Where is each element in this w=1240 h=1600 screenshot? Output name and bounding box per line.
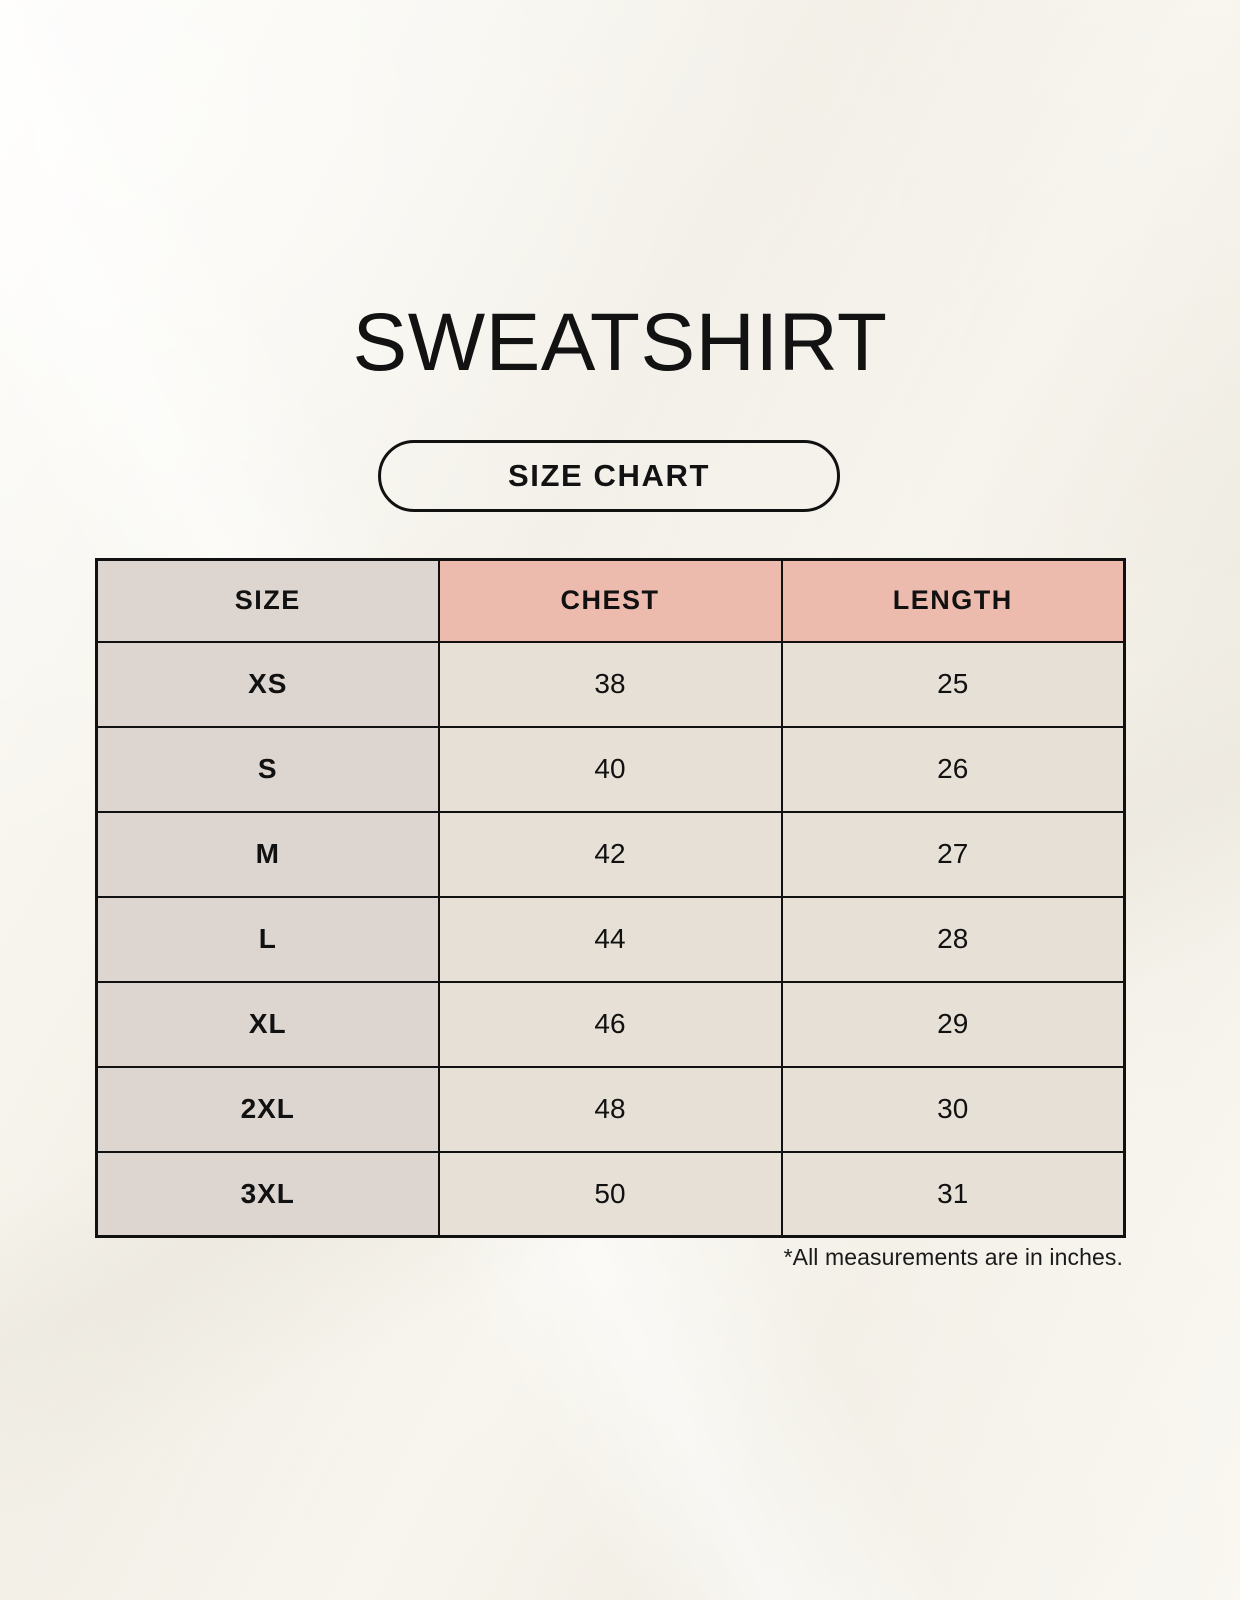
cell-chest: 46	[437, 980, 783, 1068]
size-chart-badge-label: SIZE CHART	[508, 458, 710, 493]
cell-size: 3XL	[95, 1150, 440, 1238]
cell-length: 25	[780, 640, 1126, 728]
column-header-length: LENGTH	[780, 558, 1126, 643]
cell-chest: 42	[437, 810, 783, 898]
page-title: SWEATSHIRT	[352, 297, 888, 388]
cell-length: 30	[780, 1065, 1126, 1153]
cell-chest: 44	[437, 895, 783, 983]
table-row: S 40 26	[95, 725, 1126, 813]
column-header-chest: CHEST	[437, 558, 783, 643]
table-row: XL 46 29	[95, 980, 1126, 1068]
size-table-header: SIZE CHEST LENGTH	[95, 558, 1126, 643]
measurement-note: *All measurements are in inches.	[783, 1244, 1123, 1270]
table-header-row: SIZE CHEST LENGTH	[95, 558, 1126, 643]
table-row: L 44 28	[95, 895, 1126, 983]
table-row: 2XL 48 30	[95, 1065, 1126, 1153]
cell-size: XS	[95, 640, 440, 728]
table-row: 3XL 50 31	[95, 1150, 1126, 1238]
size-table-body: XS 38 25 S 40 26 M 42 27 L 44 28	[95, 640, 1126, 1238]
cell-length: 31	[780, 1150, 1126, 1238]
cell-chest: 38	[437, 640, 783, 728]
size-chart-badge: SIZE CHART	[378, 440, 840, 512]
cell-size: S	[95, 725, 440, 813]
table-row: M 42 27	[95, 810, 1126, 898]
cell-size: L	[95, 895, 440, 983]
cell-length: 28	[780, 895, 1126, 983]
cell-length: 26	[780, 725, 1126, 813]
table-row: XS 38 25	[95, 640, 1126, 728]
cell-chest: 40	[437, 725, 783, 813]
cell-length: 27	[780, 810, 1126, 898]
cell-length: 29	[780, 980, 1126, 1068]
cell-size: XL	[95, 980, 440, 1068]
cell-size: M	[95, 810, 440, 898]
column-header-size: SIZE	[95, 558, 440, 643]
cell-chest: 50	[437, 1150, 783, 1238]
size-table: SIZE CHEST LENGTH XS 38 25 S 40 26 M	[95, 558, 1126, 1238]
cell-size: 2XL	[95, 1065, 440, 1153]
size-table-container: SIZE CHEST LENGTH XS 38 25 S 40 26 M	[95, 558, 1126, 1238]
cell-chest: 48	[437, 1065, 783, 1153]
